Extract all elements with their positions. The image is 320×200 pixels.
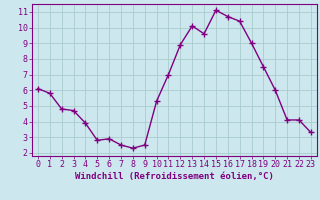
X-axis label: Windchill (Refroidissement éolien,°C): Windchill (Refroidissement éolien,°C)	[75, 172, 274, 181]
